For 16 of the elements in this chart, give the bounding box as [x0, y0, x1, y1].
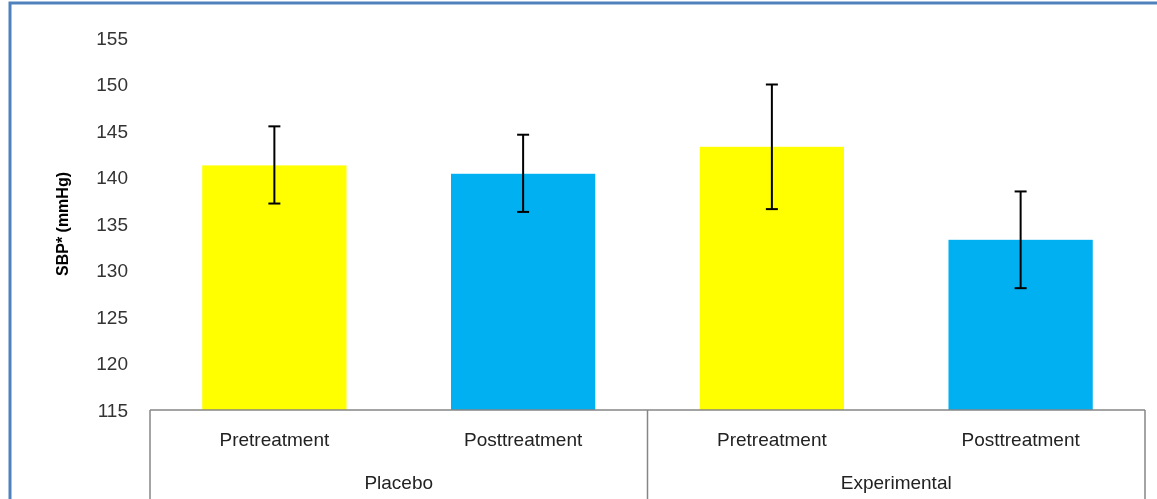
x-tick-label: Pretreatment — [219, 429, 331, 450]
y-tick-label: 150 — [96, 74, 128, 96]
y-tick-label: 120 — [96, 353, 128, 375]
x-tick-label: Posttreatment — [961, 429, 1081, 450]
y-tick-label: 135 — [96, 213, 128, 235]
y-tick-label: 155 — [96, 27, 128, 49]
y-axis-title: SBP* (mmHg) — [54, 171, 71, 277]
y-tick-label: 145 — [96, 120, 128, 142]
y-tick-label: 140 — [96, 167, 128, 189]
y-tick-label: 115 — [97, 399, 128, 421]
y-tick-label: 125 — [96, 306, 128, 328]
x-tick-label: Pretreatment — [716, 429, 828, 450]
y-tick-label: 130 — [96, 260, 128, 282]
x-tick-label: Posttreatment — [463, 429, 583, 450]
text: Placebo — [364, 472, 434, 493]
text: Experimental — [840, 472, 952, 493]
